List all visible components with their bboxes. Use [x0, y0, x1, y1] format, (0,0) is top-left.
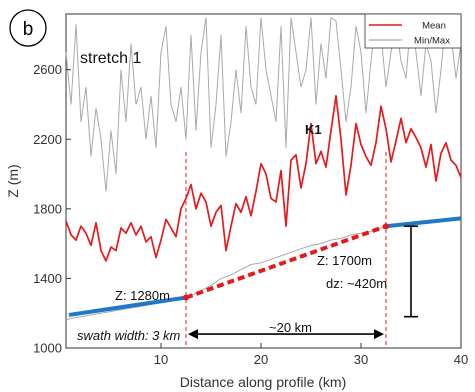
legend-mean-label: Mean: [422, 21, 446, 32]
z-high-label: Z: 1700m: [317, 253, 372, 268]
dz-label: dz: ~420m: [326, 276, 387, 291]
y-tick-label-4: 2600: [33, 62, 62, 77]
plot-layer: [65, 16, 462, 348]
lower-fit-line: [68, 295, 187, 317]
stretch-label: stretch 1: [80, 50, 141, 67]
z-low-label: Z: 1280m: [115, 288, 170, 303]
distance-arrow-left-head: [188, 329, 198, 340]
legend-minmax-label: Min/Max: [414, 36, 450, 47]
distance-label: ~20 km: [269, 320, 312, 335]
y-tick-label-0: 1000: [33, 341, 62, 356]
y-axis-title: Z (m): [5, 164, 21, 197]
y-tick-label-1: 1400: [33, 271, 62, 286]
x-tick-label-3: 40: [454, 352, 468, 367]
panel-label-circle: [9, 9, 47, 47]
panel-label: b: [23, 19, 34, 40]
legend: Mean Min/Max: [364, 13, 462, 49]
x-axis-title: Distance along profile (km): [180, 374, 347, 390]
mean-series-line: [65, 94, 462, 262]
slope-fit-line: [185, 224, 387, 300]
peak-label: K1: [305, 122, 322, 137]
upper-fit-line: [385, 216, 462, 229]
x-tick-label-0: 10: [154, 352, 168, 367]
distance-arrow-right-head: [374, 329, 384, 340]
fit-marker-1: [383, 223, 389, 230]
x-tick-label-1: 20: [254, 352, 268, 367]
fit-marker-0: [183, 294, 189, 301]
axes-layer: 10 20 30 40 1000 1400 1800 2200 2600: [33, 62, 468, 367]
x-tick-label-2: 30: [354, 352, 368, 367]
plot-area: [65, 13, 462, 349]
y-tick-label-3: 2200: [33, 132, 62, 147]
legend-box: [364, 13, 462, 49]
swath-label: swath width: 3 km: [77, 328, 180, 343]
y-tick-label-2: 1800: [33, 201, 62, 216]
